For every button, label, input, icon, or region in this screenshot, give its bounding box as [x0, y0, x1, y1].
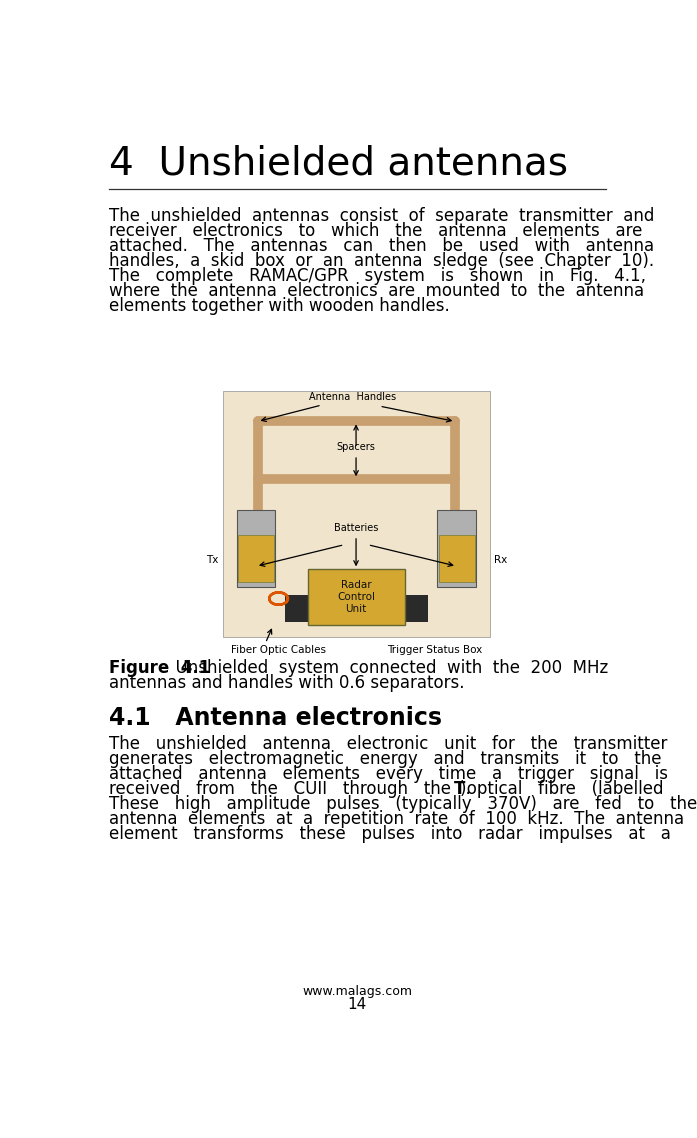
Text: handles,  a  skid  box  or  an  antenna  sledge  (see  Chapter  10).: handles, a skid box or an antenna sledge… [109, 253, 654, 271]
Text: Unshielded  system  connected  with  the  200  MHz: Unshielded system connected with the 200… [164, 659, 608, 677]
Text: www.malags.com: www.malags.com [302, 986, 412, 998]
Text: Tx: Tx [206, 555, 219, 566]
Text: 4  Unshielded antennas: 4 Unshielded antennas [109, 145, 568, 182]
Text: These   high   amplitude   pulses   (typically   370V)   are   fed   to   the: These high amplitude pulses (typically 3… [109, 795, 697, 813]
Bar [285, 595, 428, 621]
Bar [438, 510, 476, 587]
Text: The   unshielded   antenna   electronic   unit   for   the   transmitter: The unshielded antenna electronic unit f… [109, 735, 667, 753]
Bar [223, 390, 490, 637]
Text: Figure  4.1: Figure 4.1 [109, 659, 210, 677]
Text: receiver   electronics   to   which   the   antenna   elements   are: receiver electronics to which the antenn… [109, 222, 642, 240]
Text: The  unshielded  antennas  consist  of  separate  transmitter  and: The unshielded antennas consist of separ… [109, 207, 654, 225]
Text: Radar
Control
Unit: Radar Control Unit [337, 580, 375, 613]
Bar [237, 510, 275, 587]
Text: antenna  elements  at  a  repetition  rate  of  100  kHz.  The  antenna: antenna elements at a repetition rate of… [109, 810, 684, 828]
Text: Trigger Status Box: Trigger Status Box [387, 645, 482, 654]
Text: ).: ). [459, 780, 471, 798]
Text: The   complete   RAMAC/GPR   system   is   shown   in   Fig.   4.1,: The complete RAMAC/GPR system is shown i… [109, 267, 646, 286]
Text: 4.1   Antenna electronics: 4.1 Antenna electronics [109, 706, 442, 729]
Text: antennas and handles with 0.6 separators.: antennas and handles with 0.6 separators… [109, 674, 464, 692]
Text: Antenna  Handles: Antenna Handles [261, 393, 396, 421]
Text: Fiber Optic Cables: Fiber Optic Cables [231, 645, 325, 654]
Text: received   from   the   CUII   through   the   optical   fibre   (labelled: received from the CUII through the optic… [109, 780, 674, 798]
Text: T: T [453, 780, 465, 798]
Text: elements together with wooden handles.: elements together with wooden handles. [109, 297, 450, 315]
Text: 14: 14 [348, 997, 367, 1013]
Bar [439, 535, 475, 582]
Text: attached   antenna   elements   every   time   a   trigger   signal   is: attached antenna elements every time a t… [109, 765, 668, 783]
Text: where  the  antenna  electronics  are  mounted  to  the  antenna: where the antenna electronics are mounte… [109, 282, 644, 300]
Text: Batteries: Batteries [334, 523, 378, 566]
Text: Spacers: Spacers [337, 443, 376, 475]
Bar [238, 535, 274, 582]
Text: attached.   The   antennas   can   then   be   used   with   antenna: attached. The antennas can then be used … [109, 238, 654, 255]
Text: element   transforms   these   pulses   into   radar   impulses   at   a: element transforms these pulses into rad… [109, 825, 671, 843]
Text: generates   electromagnetic   energy   and   transmits   it   to   the: generates electromagnetic energy and tra… [109, 750, 661, 768]
Text: Rx: Rx [494, 555, 507, 566]
Bar [308, 569, 405, 625]
